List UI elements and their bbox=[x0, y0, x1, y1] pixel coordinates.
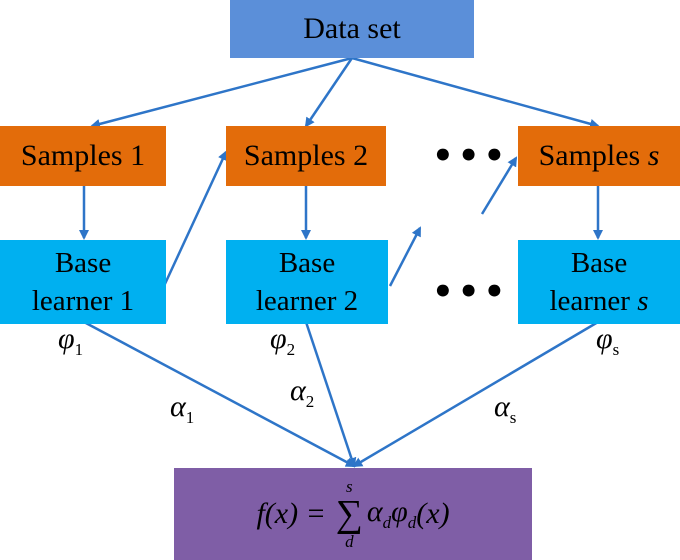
alpha-s-label: αs bbox=[494, 390, 517, 427]
dataset-box: Data set bbox=[230, 0, 474, 58]
formula-alpha: αd bbox=[366, 495, 392, 532]
samples-2-label: Samples bbox=[243, 139, 346, 172]
arrow-base-s-to-formula bbox=[352, 320, 599, 468]
arrow-dataset-to-samples-2 bbox=[304, 57, 354, 128]
base-learner-2-line1: Base bbox=[278, 247, 336, 279]
ellipsis-top: ••• bbox=[432, 136, 510, 176]
sum-symbol: ∑ bbox=[335, 493, 363, 535]
base-learner-s-line1: Base bbox=[570, 247, 628, 279]
samples-2-box: Samples 2 bbox=[226, 126, 386, 186]
alpha-1-label: α1 bbox=[170, 390, 195, 427]
arrow-dataset-to-samples-1 bbox=[90, 56, 353, 129]
arrow-dataset-to-samples-s bbox=[351, 56, 600, 129]
base-learner-s-line2: learner bbox=[549, 285, 630, 317]
samples-2-index: 2 bbox=[353, 139, 369, 172]
formula-arg: (x) bbox=[416, 497, 450, 530]
ellipsis-bottom: ••• bbox=[432, 272, 510, 312]
ensemble-formula-box: f(x) = s ∑ d αd φd (x) bbox=[174, 468, 532, 560]
phi-2-label: φ2 bbox=[270, 322, 296, 359]
formula-phi: φd bbox=[391, 495, 417, 532]
base-learner-1-line1: Base bbox=[54, 247, 112, 279]
arrow-base-1-to-samples-2 bbox=[162, 150, 228, 287]
base-learner-2-line2: learner bbox=[255, 285, 337, 317]
base-learner-1-line2: learner bbox=[31, 285, 113, 317]
sum-lower-limit: d bbox=[345, 532, 354, 551]
sum-upper-limit: s bbox=[346, 477, 353, 496]
base-learner-s-index: s bbox=[637, 285, 649, 317]
formula-lhs: f(x) = bbox=[256, 497, 326, 530]
samples-s-box: Samples s bbox=[518, 126, 680, 186]
arrow-prev-to-samples-s bbox=[480, 156, 518, 215]
arrow-base-1-to-formula bbox=[83, 320, 356, 468]
samples-1-box: Samples 1 bbox=[0, 126, 166, 186]
formula-sum: s ∑ d bbox=[336, 478, 363, 550]
arrow-base-2-to-next bbox=[388, 226, 422, 287]
phi-1-label: φ1 bbox=[58, 322, 84, 359]
base-learner-1-index: 1 bbox=[119, 285, 135, 317]
base-learner-2-index: 2 bbox=[343, 285, 359, 317]
dataset-label: Data set bbox=[303, 12, 401, 45]
arrow-base-2-to-formula bbox=[304, 321, 357, 468]
samples-s-label: Samples bbox=[538, 139, 641, 172]
base-learner-s-box: Base learner s bbox=[518, 240, 680, 324]
phi-s-label: φs bbox=[596, 322, 620, 359]
samples-s-index: s bbox=[647, 139, 660, 172]
alpha-2-label: α2 bbox=[290, 374, 315, 411]
samples-1-index: 1 bbox=[130, 139, 146, 172]
samples-1-label: Samples bbox=[20, 139, 123, 172]
base-learner-2-box: Base learner 2 bbox=[226, 240, 388, 324]
base-learner-1-box: Base learner 1 bbox=[0, 240, 166, 324]
